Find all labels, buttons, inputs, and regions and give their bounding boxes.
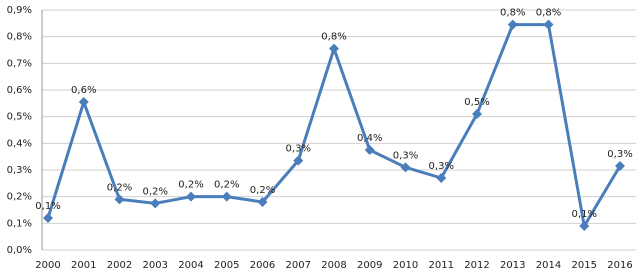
y-tick-label: 0,7% <box>7 58 32 69</box>
marker <box>507 19 518 30</box>
data-label: 0,5% <box>464 97 489 108</box>
x-tick-label: 2011 <box>429 260 454 271</box>
x-tick-label: 2014 <box>536 260 561 271</box>
line <box>46 23 622 228</box>
x-tick-label: 2008 <box>321 260 346 271</box>
y-tick-label: 0,0% <box>7 245 32 256</box>
x-tick-label: 2016 <box>607 260 632 271</box>
y-tick-label: 0,2% <box>7 192 32 203</box>
marker <box>293 155 304 166</box>
data-label: 0,1% <box>35 201 60 212</box>
x-tick-label: 2012 <box>464 260 489 271</box>
x-tick-label: 2009 <box>357 260 382 271</box>
x-tick-label: 2010 <box>393 260 418 271</box>
x-tick-label: 2000 <box>35 260 60 271</box>
marker <box>221 191 232 202</box>
x-tick-label: 2005 <box>214 260 239 271</box>
data-label: 0,2% <box>178 180 203 191</box>
y-tick-label: 0,8% <box>7 32 32 43</box>
x-tick-label: 2002 <box>107 260 132 271</box>
marker <box>579 221 590 231</box>
x-tick-label: 2001 <box>71 260 96 271</box>
marker <box>364 145 375 155</box>
marker <box>257 197 268 207</box>
x-tick-label: 2003 <box>143 260 168 271</box>
marker <box>114 194 125 205</box>
data-label: 0,1% <box>572 209 597 220</box>
data-label: 0,3% <box>607 149 632 160</box>
marker <box>78 97 89 107</box>
data-label: 0,2% <box>143 186 168 197</box>
x-tick-label: 2013 <box>500 260 525 271</box>
marker <box>436 173 447 183</box>
x-tick-label: 2006 <box>250 260 275 271</box>
data-label: 0,3% <box>286 144 311 155</box>
y-tick-label: 0,6% <box>7 85 32 96</box>
x-tick-label: 2004 <box>178 260 203 271</box>
data-label: 0,2% <box>107 182 132 193</box>
x-tick-label: 2007 <box>286 260 311 271</box>
marker <box>186 191 196 202</box>
marker <box>150 198 161 209</box>
data-label: 0,8% <box>536 8 561 19</box>
marker <box>472 109 482 119</box>
data-label: 0,2% <box>250 185 275 196</box>
y-tick-label: 0,3% <box>7 165 32 176</box>
y-tick-label: 0,4% <box>7 138 32 149</box>
y-tick-label: 0,9% <box>7 5 32 16</box>
data-label: 0,2% <box>214 180 239 191</box>
marker <box>615 161 625 171</box>
y-tick-label: 0,1% <box>7 218 32 229</box>
data-label: 0,4% <box>357 133 382 144</box>
marker <box>43 213 53 223</box>
x-tick-label: 2015 <box>572 260 597 271</box>
marker <box>400 162 411 173</box>
data-label: 0,6% <box>71 85 96 96</box>
data-label: 0,8% <box>500 8 525 19</box>
marker <box>543 19 554 30</box>
data-label: 0,3% <box>393 150 418 161</box>
data-label: 0,3% <box>429 161 454 172</box>
marker <box>329 43 339 54</box>
data-label: 0,8% <box>321 32 346 43</box>
y-tick-label: 0,5% <box>7 112 32 123</box>
